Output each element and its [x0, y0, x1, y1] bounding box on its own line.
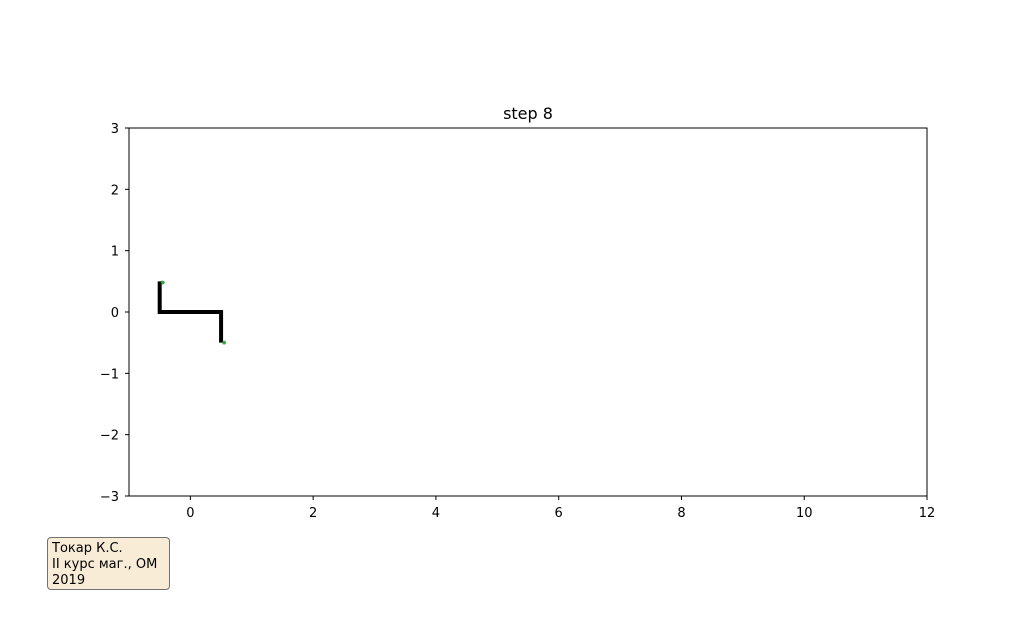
annotation-course: II курс маг., ОМ	[52, 557, 158, 572]
series-layer	[157, 281, 224, 343]
data-point-marker	[160, 280, 165, 285]
y-tick-label: 3	[111, 122, 119, 137]
annotation-author: Токар К.С.	[52, 541, 123, 556]
y-tick-label: −3	[100, 490, 119, 505]
x-tick-label: 6	[555, 506, 563, 521]
x-tick-label: 8	[677, 506, 685, 521]
y-tick-label: −1	[100, 367, 119, 382]
x-tick-label: 12	[919, 506, 936, 521]
y-axis: −3 −2 −1 0 1 2 3	[100, 122, 129, 505]
x-tick-label: 10	[796, 506, 813, 521]
x-tick-label: 2	[309, 506, 317, 521]
annotation-year: 2019	[52, 573, 86, 588]
y-tick-label: 0	[111, 306, 119, 321]
marker-layer	[160, 280, 227, 345]
axes-frame	[128, 127, 928, 497]
author-annotation-box: Токар К.С. II курс маг., ОМ 2019	[47, 537, 170, 590]
x-axis: 0 2 4 6 8 10 12	[186, 496, 935, 521]
x-tick-label: 4	[432, 506, 440, 521]
series-line	[157, 281, 224, 343]
y-tick-label: −2	[100, 429, 119, 444]
y-tick-label: 1	[111, 245, 119, 260]
chart-title: step 8	[503, 104, 553, 123]
x-tick-label: 0	[186, 506, 194, 521]
data-point-marker	[222, 340, 227, 345]
y-tick-label: 2	[111, 183, 119, 198]
